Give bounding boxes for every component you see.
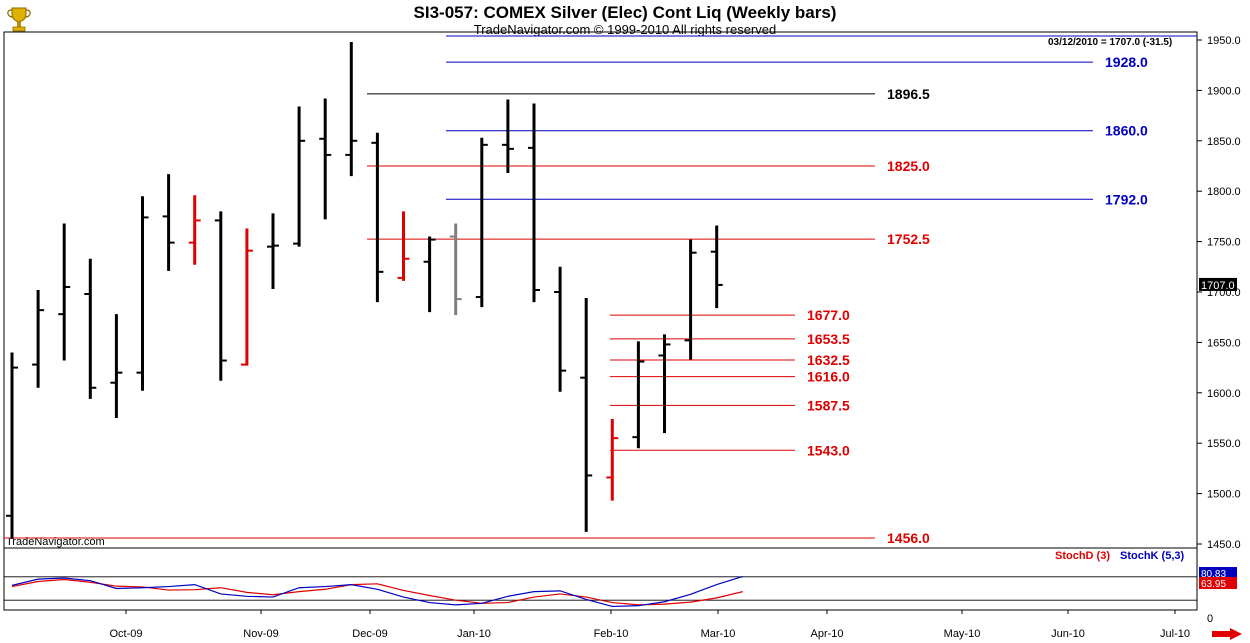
x-tick-label: Nov-09 (243, 628, 278, 640)
chart-frame (3, 31, 1198, 611)
y-tick-label: 1750.0 (1207, 237, 1241, 249)
x-tick-label: Mar-10 (701, 628, 736, 640)
level-label: 1928.0 (1105, 54, 1148, 70)
stoch-k-legend: StochK (5,3) (1120, 550, 1185, 562)
stoch-d-legend: StochD (3) (1055, 550, 1110, 562)
x-tick-label: Oct-09 (109, 628, 142, 640)
stoch-k-line (11, 575, 743, 608)
level-label: 1632.5 (807, 352, 850, 368)
level-label: 1792.0 (1105, 191, 1148, 207)
y-tick-label: 1800.0 (1207, 186, 1241, 198)
level-label: 1896.5 (887, 86, 930, 102)
stoch-d-line (11, 578, 743, 606)
price-bars (6, 42, 723, 539)
last-price-box (1199, 277, 1237, 291)
x-tick-label: May-10 (944, 628, 981, 640)
level-label: 1543.0 (807, 442, 850, 458)
copyright-text: TradeNavigator.com © 1999-2010 All right… (473, 22, 777, 37)
last-bar-info: 03/12/2010 = 1707.0 (-31.5) (1048, 37, 1173, 48)
scroll-right-arrow-icon[interactable] (1212, 628, 1242, 640)
level-label: 1825.0 (887, 158, 930, 174)
level-label: 1752.5 (887, 231, 930, 247)
level-label: 1653.5 (807, 331, 850, 347)
stoch-tick-label: 0 (1207, 613, 1213, 625)
stoch-d-value: 63.95 (1201, 579, 1226, 590)
y-tick-label: 1900.0 (1207, 85, 1241, 97)
level-label: 1587.5 (807, 397, 850, 413)
y-tick-label: 1950.0 (1207, 35, 1241, 47)
x-tick-label: Jan-10 (457, 628, 491, 640)
trophy-logo-icon (7, 7, 31, 32)
x-tick-label: Jun-10 (1051, 628, 1085, 640)
x-tick-label: Dec-09 (352, 628, 387, 640)
level-label: 1616.0 (807, 369, 850, 385)
stoch-k-value: 80.83 (1201, 569, 1226, 580)
price-levels: 1928.0 1896.5 1860.0 1825.0 1792.0 1752.5 1677… (4, 35, 1197, 546)
stoch-d-value-box (1199, 577, 1237, 589)
y-tick-label: 1450.0 (1207, 539, 1241, 551)
level-label: 1456.0 (887, 530, 930, 546)
chart-title: SI3-057: COMEX Silver (Elec) Cont Liq (W… (413, 3, 837, 22)
y-tick-label: 1650.0 (1207, 337, 1241, 349)
last-price-label: 1707.0 (1201, 280, 1235, 292)
x-tick-label: Jul-10 (1160, 628, 1190, 640)
level-label: 1860.0 (1105, 123, 1148, 139)
plot-border (3, 31, 1198, 611)
level-label: 1677.0 (807, 307, 850, 323)
x-tick-label: Apr-10 (810, 628, 843, 640)
stoch-k-value-box (1199, 567, 1237, 579)
y-tick-label: 1600.0 (1207, 388, 1241, 400)
y-tick-label: 1550.0 (1207, 438, 1241, 450)
price-axis[interactable]: 1450.01500.01550.01600.01650.01700.01750… (1197, 35, 1241, 551)
x-tick-label: Feb-10 (594, 628, 629, 640)
y-tick-label: 1850.0 (1207, 136, 1241, 148)
date-axis[interactable]: Oct-09 Nov-09 Dec-09 Jan-10 Feb-10 Mar-10 Apr-… (109, 610, 1190, 640)
y-tick-label: 1500.0 (1207, 489, 1241, 501)
watermark-text: TradeNavigator.com (6, 536, 105, 548)
